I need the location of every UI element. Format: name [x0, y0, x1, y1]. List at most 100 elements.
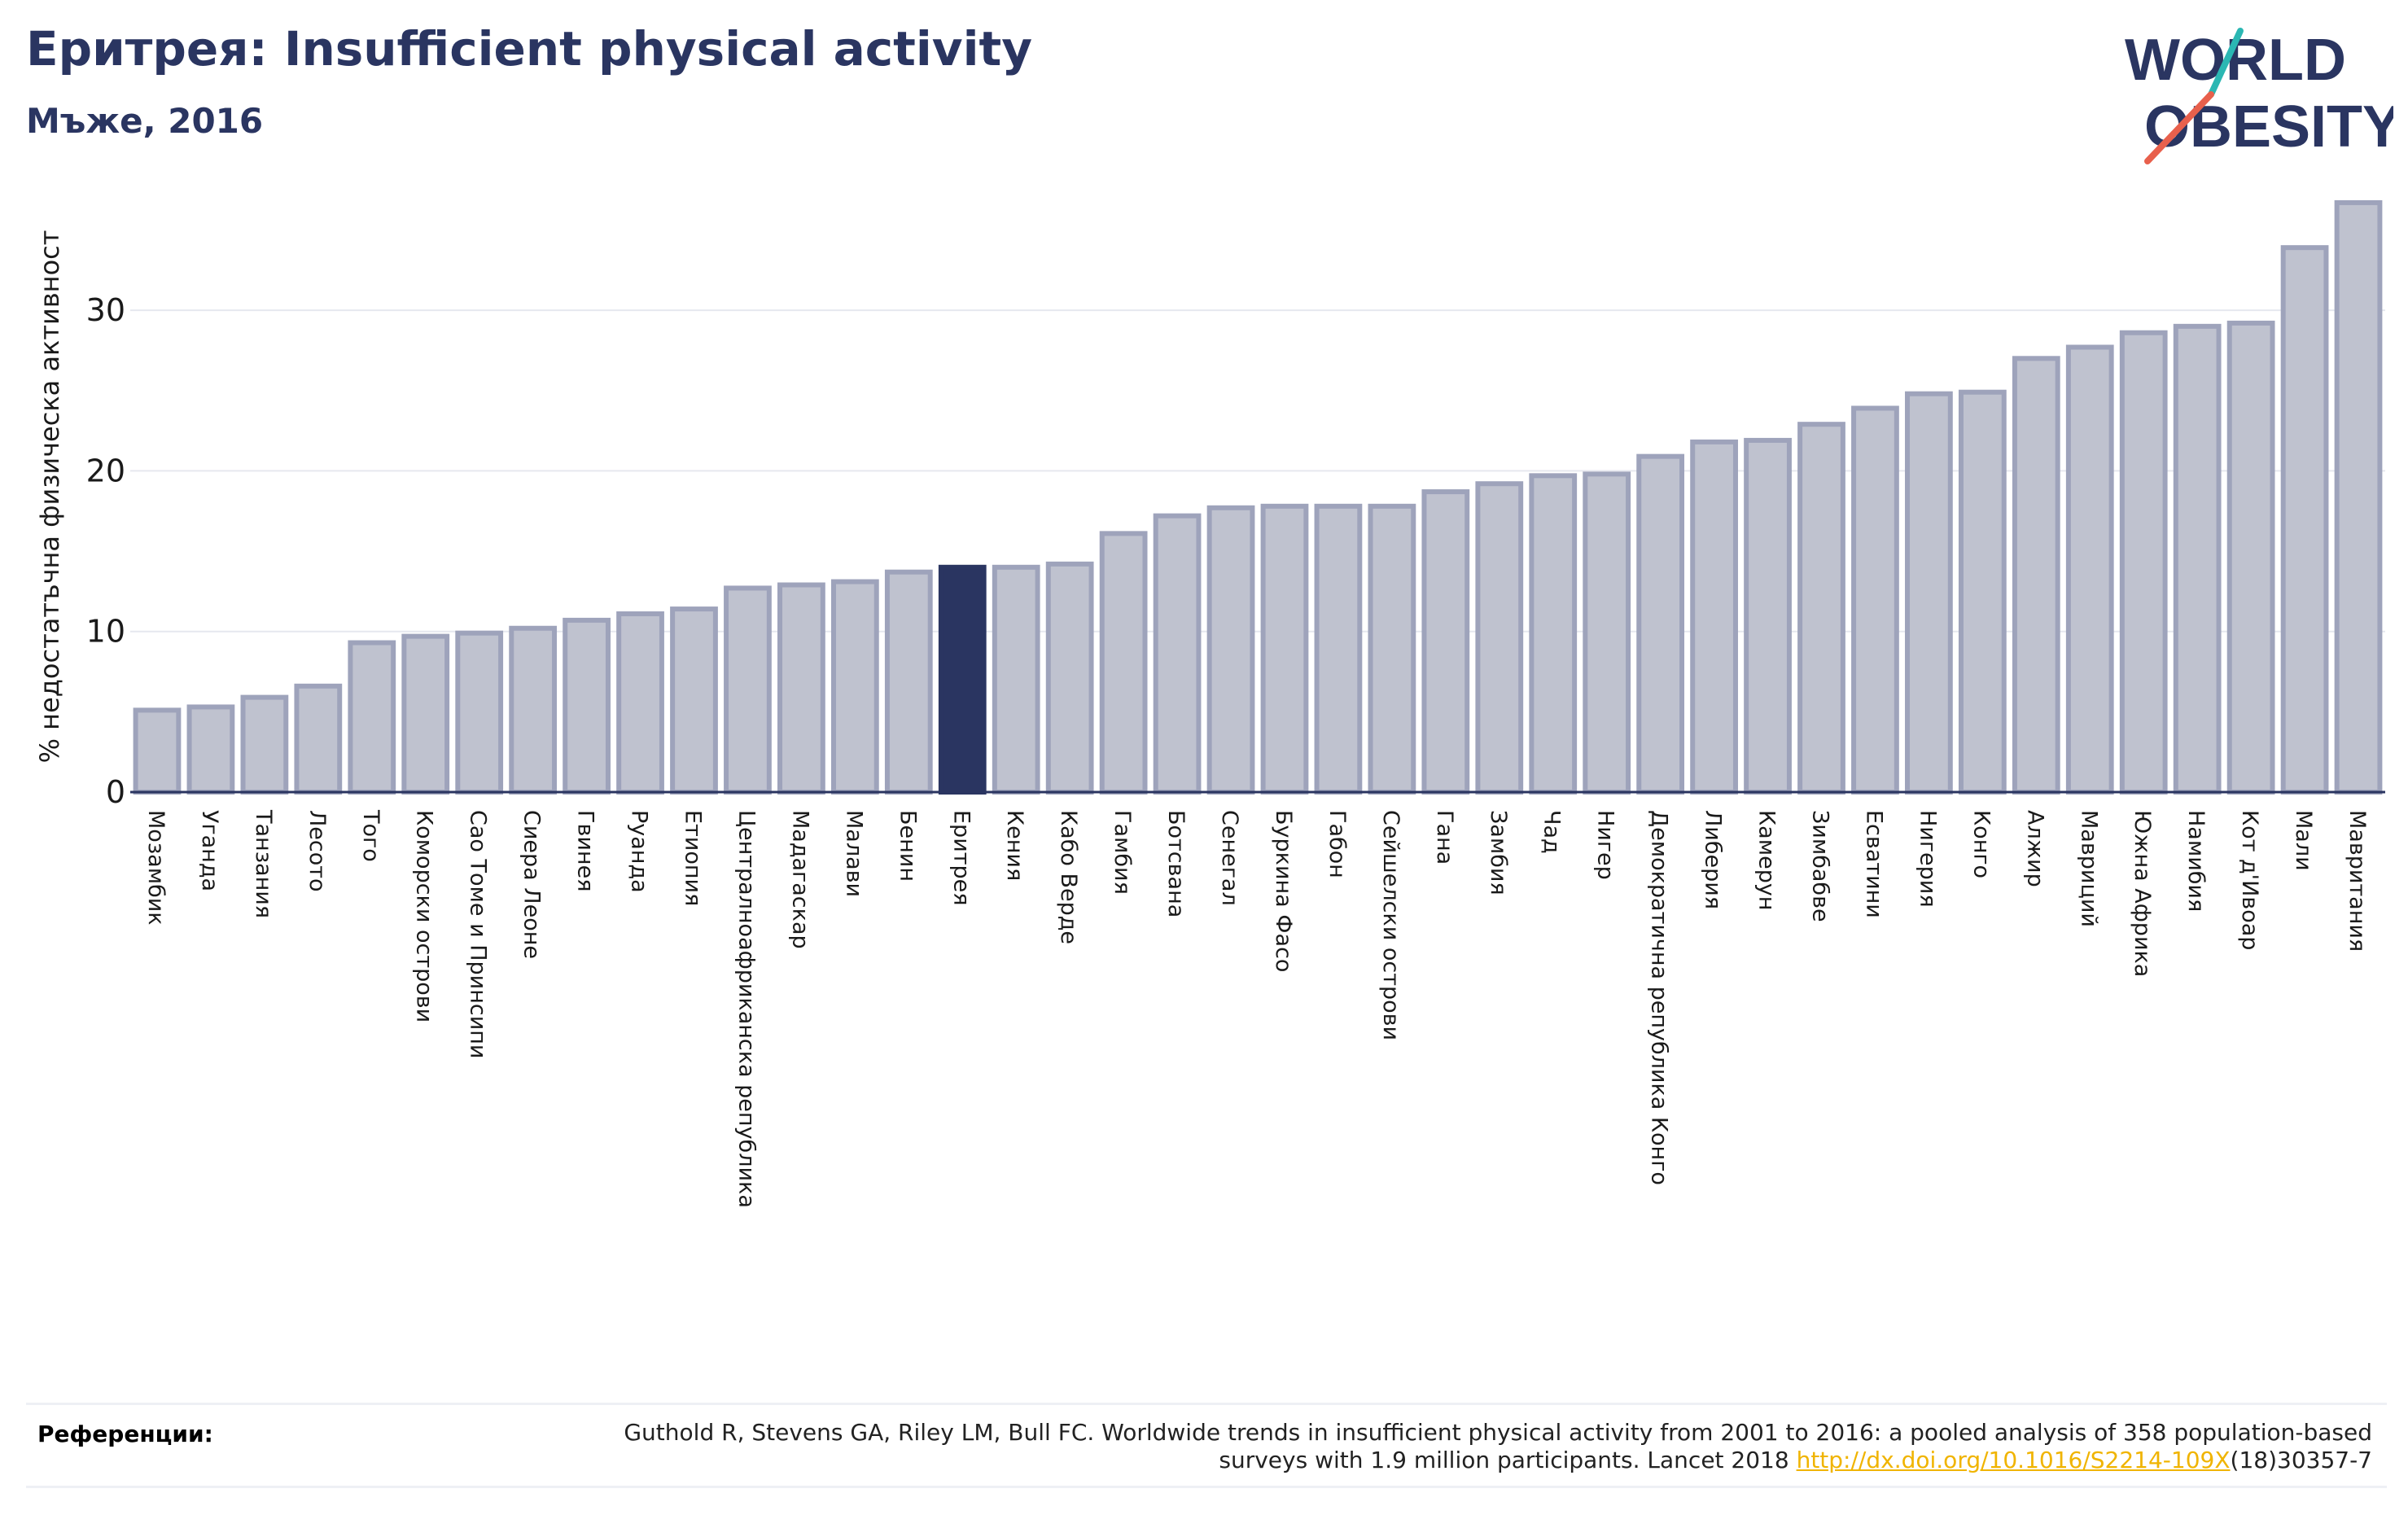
bar-13[interactable] — [777, 582, 825, 795]
bar-18[interactable] — [1045, 561, 1094, 795]
x-tick-label: Танзания — [251, 809, 276, 918]
footer-divider-bottom — [26, 1486, 2387, 1488]
bar-3[interactable] — [240, 694, 289, 795]
bar-39[interactable] — [2173, 323, 2222, 795]
x-tick-label: Намибия — [2183, 810, 2209, 912]
x-tick-label: Бенин — [895, 810, 920, 882]
x-tick-label: Мадагаскар — [787, 810, 812, 949]
x-tick-label: Сиера Леоне — [519, 810, 545, 959]
bar-7[interactable] — [455, 630, 504, 795]
x-tick-label: Коморски острови — [412, 810, 437, 1022]
bar-9[interactable] — [563, 617, 611, 795]
x-tick-label: Мали — [2291, 810, 2316, 871]
bar-6[interactable] — [401, 633, 450, 795]
x-tick-label: Мавриций — [2076, 810, 2101, 927]
x-tick-label: Гана — [1432, 810, 1457, 865]
footer-divider-top — [26, 1403, 2387, 1405]
bar-32[interactable] — [1797, 422, 1845, 795]
x-tick-label: Южна Африка — [2130, 810, 2155, 977]
bar-4[interactable] — [294, 683, 343, 795]
bar-41[interactable] — [2280, 245, 2329, 795]
bar-22[interactable] — [1260, 503, 1309, 795]
x-tick-label: Конго — [1968, 810, 1994, 878]
x-tick-label: Гамбия — [1110, 810, 1135, 895]
bar-29[interactable] — [1636, 453, 1685, 795]
bar-31[interactable] — [1744, 437, 1792, 795]
bar-12[interactable] — [724, 585, 772, 795]
x-tick-label: Кения — [1002, 810, 1027, 881]
x-tick-label: Либерия — [1701, 810, 1726, 909]
x-tick-label: Мавритания — [2345, 810, 2370, 952]
x-tick-label: Кот д'Ивоар — [2237, 810, 2262, 950]
references-text: Guthold R, Stevens GA, Riley LM, Bull FC… — [581, 1419, 2372, 1474]
bar-24[interactable] — [1368, 503, 1416, 795]
x-tick-label: Камерун — [1754, 810, 1780, 910]
x-tick-label: Буркина Фасо — [1271, 810, 1296, 972]
bar-21[interactable] — [1206, 505, 1255, 795]
reference-doi-link[interactable]: http://dx.doi.org/10.1016/S2214-109X — [1796, 1447, 2231, 1473]
x-tick-label: Етиопия — [681, 810, 706, 906]
page-subtitle: Мъже, 2016 — [26, 101, 264, 141]
y-tick-label: 0 — [106, 774, 125, 810]
bar-20[interactable] — [1153, 513, 1202, 795]
y-tick-label: 30 — [86, 292, 125, 328]
bar-38[interactable] — [2119, 330, 2168, 795]
bar-23[interactable] — [1314, 503, 1363, 795]
references-label: Референции: — [37, 1421, 213, 1447]
x-tick-label: Чад — [1539, 810, 1565, 854]
bar-34[interactable] — [1905, 391, 1953, 795]
x-tick-label: Еритрея — [948, 810, 974, 905]
logo-slash-coral — [2144, 91, 2214, 164]
y-axis-title: % недостатъчна физическа активност — [34, 230, 65, 764]
x-tick-label: Замбия — [1486, 810, 1511, 895]
y-tick-label: 10 — [86, 614, 125, 650]
reference-doi-suffix: (18)30357-7 — [2230, 1447, 2372, 1473]
x-tick-label: Малави — [841, 810, 866, 897]
bar-36[interactable] — [2012, 356, 2060, 795]
bar-17[interactable] — [992, 564, 1040, 795]
bar-10[interactable] — [616, 611, 664, 795]
bar-2[interactable] — [186, 704, 235, 795]
x-tick-label: Гвинея — [573, 810, 598, 891]
bar-28[interactable] — [1583, 471, 1631, 795]
bar-15[interactable] — [884, 569, 933, 795]
y-tick-label: 20 — [86, 453, 125, 488]
bar-26[interactable] — [1475, 481, 1524, 795]
bar-40[interactable] — [2226, 320, 2275, 795]
bar-35[interactable] — [1958, 389, 2007, 795]
logo-slash-teal — [2208, 28, 2244, 98]
bar-19[interactable] — [1099, 531, 1148, 795]
bar-14[interactable] — [830, 579, 879, 795]
x-tick-label: Сенегал — [1217, 810, 1242, 906]
page-title: Еритрея: Insufficient physical activity — [26, 21, 1033, 77]
bar-42[interactable] — [2334, 199, 2383, 795]
x-tick-label: Габон — [1324, 810, 1350, 878]
bar-11[interactable] — [670, 606, 718, 795]
bar-30[interactable] — [1690, 439, 1738, 795]
reference-citation: Guthold R, Stevens GA, Riley LM, Bull FC… — [624, 1419, 2372, 1473]
bar-16[interactable] — [938, 564, 987, 795]
x-tick-label: Есватини — [1861, 810, 1886, 918]
x-tick-label: Зимбабве — [1808, 810, 1833, 922]
bar-33[interactable] — [1851, 405, 1899, 795]
bar-8[interactable] — [509, 625, 558, 795]
x-tick-label: Лесото — [304, 810, 330, 892]
bar-25[interactable] — [1421, 489, 1470, 795]
bar-37[interactable] — [2065, 344, 2114, 795]
x-tick-label: Нигерия — [1915, 810, 1940, 908]
x-tick-label: Демократична република Конго — [1647, 810, 1672, 1185]
world-obesity-logo[interactable]: WORLD OBESITY — [2125, 24, 2393, 171]
bar-1[interactable] — [133, 707, 182, 795]
y-axis-ticks: 0 10 20 30 — [86, 292, 125, 810]
bars — [133, 199, 2383, 795]
bar-5[interactable] — [348, 640, 396, 795]
bar-27[interactable] — [1529, 473, 1578, 795]
grid-lines — [130, 309, 2385, 633]
x-tick-label: Сао Томе и Принсипи — [466, 810, 491, 1058]
x-axis-labels: Мозамбик Уганда Танзания Лесото Того Коморски… — [143, 809, 2370, 1208]
x-tick-label: Уганда — [197, 810, 222, 891]
x-tick-label: Мозамбик — [143, 810, 169, 926]
x-tick-label: Алжир — [2022, 810, 2047, 887]
x-tick-label: Сейшелски острови — [1378, 810, 1403, 1040]
x-tick-label: Кабо Верде — [1056, 810, 1081, 944]
